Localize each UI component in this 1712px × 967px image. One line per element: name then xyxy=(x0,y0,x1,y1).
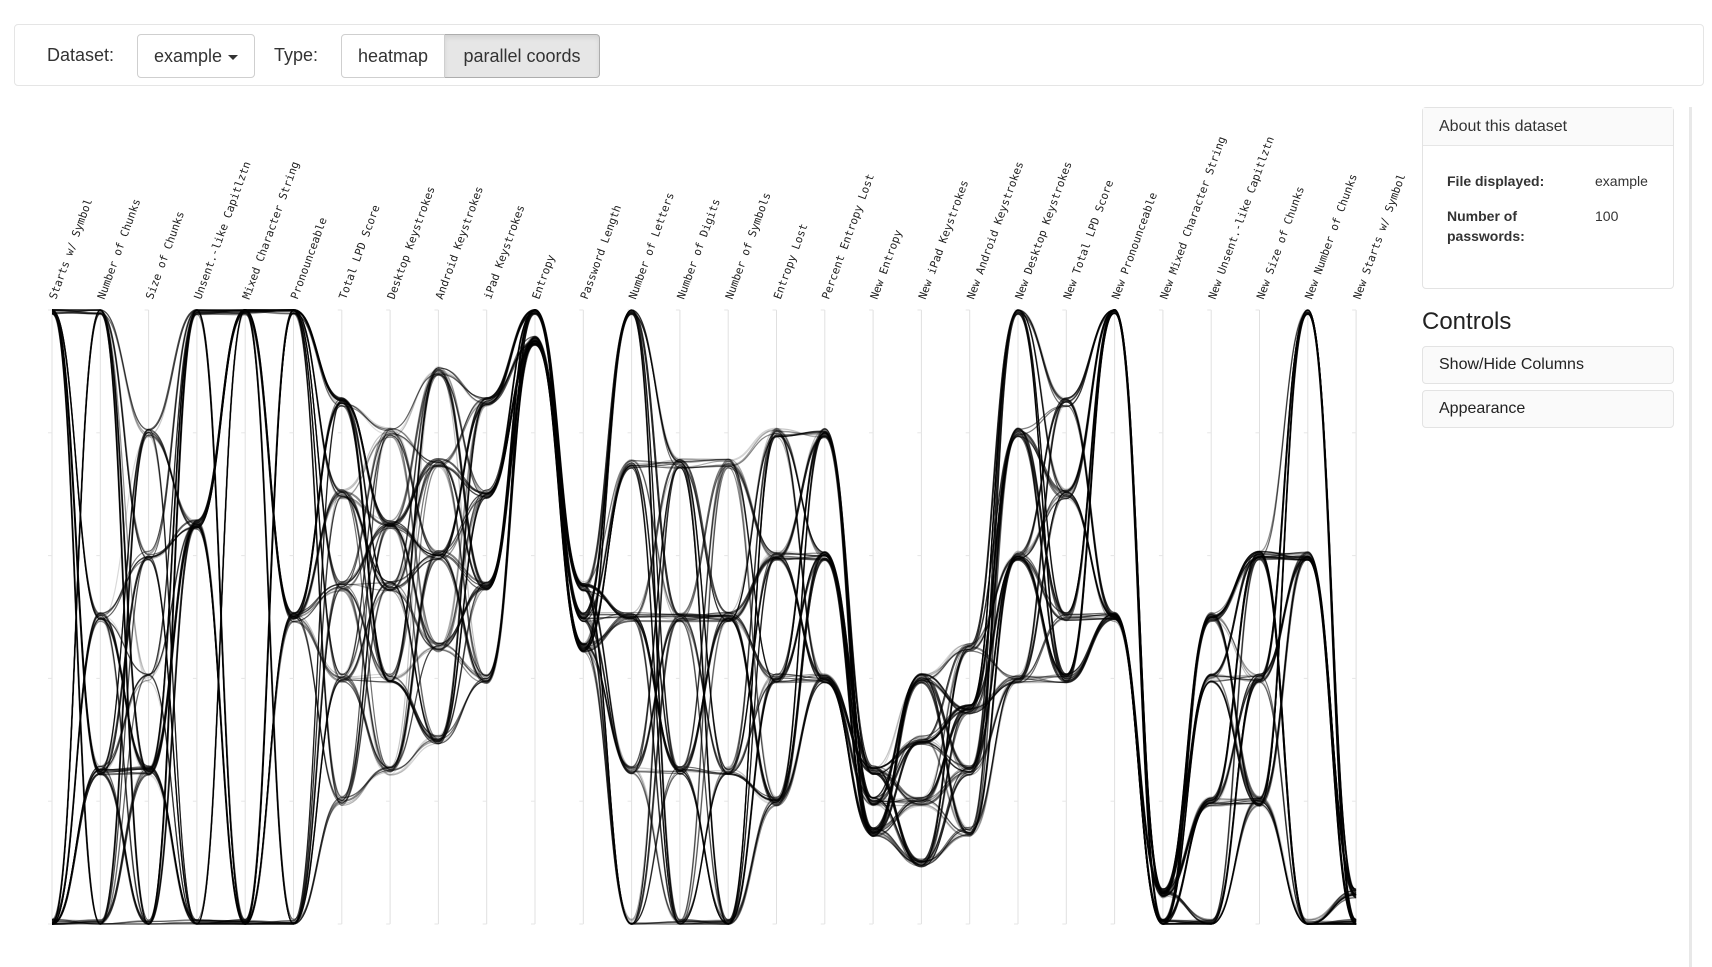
data-line[interactable] xyxy=(51,309,1357,925)
axis-label[interactable]: New Number of Chunks xyxy=(1302,172,1360,301)
about-panel-title: About this dataset xyxy=(1423,108,1673,146)
axis-label[interactable]: New Total LPD Score xyxy=(1061,178,1116,301)
password-count-label-line2: passwords: xyxy=(1447,228,1525,244)
file-displayed-value: example xyxy=(1595,173,1648,189)
axis-label[interactable]: New Desktop Keystrokes xyxy=(1013,160,1075,301)
data-line[interactable] xyxy=(51,309,1357,925)
axis-label[interactable]: Percent Entropy Lost xyxy=(819,172,877,301)
axis-label[interactable]: Entropy Lost xyxy=(771,222,810,301)
parallel-coordinates-chart: Starts w/ Symbol Number of Chunks Size of … xyxy=(47,135,1409,926)
toolbar: Dataset: example Type: heatmap parallel … xyxy=(14,24,1704,86)
axis-label[interactable]: Unsent.-like Capitlztn xyxy=(192,160,254,301)
show-hide-columns-toggle[interactable]: Show/Hide Columns xyxy=(1422,346,1674,384)
axis-label[interactable]: Mixed Character String xyxy=(240,160,302,301)
file-displayed-label: File displayed: xyxy=(1447,173,1545,189)
controls-heading: Controls xyxy=(1422,308,1512,335)
parallel-coords-button-label: parallel coords xyxy=(463,45,581,66)
dataset-label: Dataset: xyxy=(47,45,115,65)
axis-label[interactable]: Number of Letters xyxy=(626,191,677,301)
data-line[interactable] xyxy=(51,309,1357,925)
data-line[interactable] xyxy=(51,309,1357,925)
appearance-toggle[interactable]: Appearance xyxy=(1422,390,1674,428)
data-line[interactable] xyxy=(51,309,1357,921)
about-panel: About this dataset File displayed: examp… xyxy=(1422,107,1674,289)
axis-label[interactable]: Number of Chunks xyxy=(95,197,143,301)
axis-label[interactable]: New Pronounceable xyxy=(1109,191,1160,301)
data-line[interactable] xyxy=(51,309,1357,925)
axis-label[interactable]: Desktop Keystrokes xyxy=(385,185,438,301)
caret-down-icon xyxy=(228,54,239,60)
axis-label[interactable]: New Entropy xyxy=(868,228,905,301)
heatmap-button-label: heatmap xyxy=(357,45,429,66)
axis-label[interactable]: Entropy xyxy=(530,253,558,301)
appearance-label: Appearance xyxy=(1439,400,1526,417)
axis-label[interactable]: Password Length xyxy=(578,203,624,301)
axis-label[interactable]: Starts w/ Symbol xyxy=(47,197,95,301)
dataset-value: example xyxy=(153,45,223,66)
scrollbar-track[interactable] xyxy=(1689,107,1692,967)
data-line[interactable] xyxy=(51,308,1357,926)
axis-label[interactable]: Number of Digits xyxy=(675,197,723,301)
data-line[interactable] xyxy=(51,309,1357,921)
type-label: Type: xyxy=(274,45,319,65)
axis-label[interactable]: Android Keystrokes xyxy=(433,185,486,301)
dataset-dropdown[interactable]: example xyxy=(137,34,255,78)
data-line[interactable] xyxy=(51,309,1357,925)
password-count-label-line1: Number of xyxy=(1447,208,1517,224)
axis-label[interactable]: Pronounceable xyxy=(288,216,330,301)
axis-label[interactable]: New Size of Chunks xyxy=(1254,185,1307,301)
parallel-coords-button[interactable]: parallel coords xyxy=(445,34,600,78)
data-line[interactable] xyxy=(51,309,1357,925)
password-count-value: 100 xyxy=(1595,208,1619,224)
axis-label[interactable]: New iPad Keystrokes xyxy=(916,178,971,301)
axis-label[interactable]: New Starts w/ Symbol xyxy=(1351,172,1409,301)
axis-label[interactable]: Size of Chunks xyxy=(143,209,187,301)
axis-label[interactable]: Total LPD Score xyxy=(336,203,382,301)
axis-label[interactable]: iPad Keystrokes xyxy=(481,203,527,301)
axis-label[interactable]: New Android Keystrokes xyxy=(964,160,1026,301)
heatmap-button[interactable]: heatmap xyxy=(341,34,445,78)
show-hide-columns-label: Show/Hide Columns xyxy=(1439,356,1584,373)
data-line[interactable] xyxy=(51,309,1357,925)
axis-label[interactable]: Number of Symbols xyxy=(723,191,774,301)
